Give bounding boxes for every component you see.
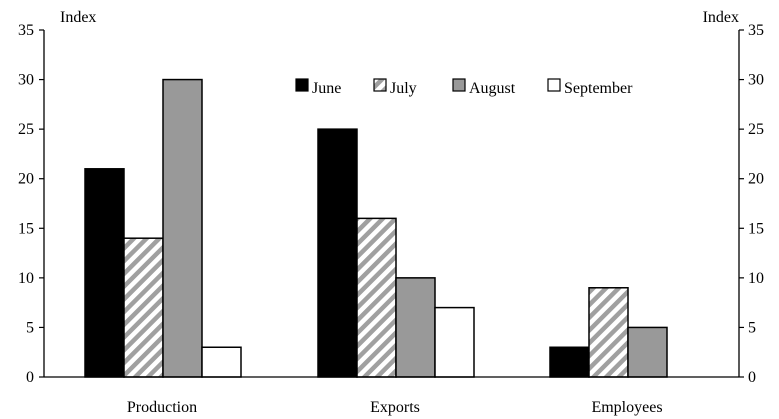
- right-tick-label-30: 30: [748, 72, 764, 89]
- category-label-employees: Employees: [591, 399, 662, 416]
- bar-september-exports: [434, 306, 475, 378]
- left-tick-label-20: 20: [18, 171, 34, 188]
- legend-swatch-july: [373, 78, 387, 92]
- legend-label-september: September: [564, 80, 633, 97]
- bar-august-exports: [395, 277, 436, 378]
- category-label-exports: Exports: [370, 399, 420, 416]
- left-axis-unit-label: Index: [60, 9, 96, 26]
- bar-july-employees: [588, 287, 629, 378]
- bar-june-employees: [549, 346, 590, 378]
- legend-label-july: July: [390, 80, 417, 97]
- right-tick-label-20: 20: [748, 171, 764, 188]
- left-tick-label-35: 35: [18, 22, 34, 39]
- legend-label-august: August: [469, 80, 516, 97]
- bar-june-exports: [317, 128, 358, 378]
- left-tick-label-30: 30: [18, 72, 34, 89]
- legend: June July August September: [295, 78, 633, 97]
- left-tick-label-25: 25: [18, 121, 34, 138]
- right-tick-label-0: 0: [748, 369, 756, 386]
- category-labels-layer: Production Exports Employees: [127, 399, 663, 416]
- left-tick-label-5: 5: [26, 319, 34, 336]
- right-tick-label-15: 15: [748, 220, 764, 237]
- bar-june-production: [84, 168, 125, 378]
- legend-label-june: June: [312, 80, 341, 97]
- category-label-production: Production: [127, 399, 197, 416]
- right-axis-unit-label: Index: [703, 9, 739, 26]
- axes-layer: [43, 30, 740, 378]
- right-tick-label-5: 5: [748, 319, 756, 336]
- bar-july-exports: [356, 217, 397, 378]
- left-tick-label-15: 15: [18, 220, 34, 237]
- legend-swatch-september: [547, 78, 561, 92]
- bar-august-production: [162, 78, 203, 378]
- left-tick-label-10: 10: [18, 270, 34, 287]
- bar-july-production: [123, 237, 164, 378]
- right-tick-label-25: 25: [748, 121, 764, 138]
- bar-september-production: [201, 346, 242, 378]
- bars-layer: [84, 78, 668, 378]
- right-tick-label-35: 35: [748, 22, 764, 39]
- bar-august-employees: [627, 326, 668, 378]
- ticks-layer: 0 0 5 5 10 10 15 15 20 20 25 25 30 30 35 35: [18, 22, 764, 386]
- right-tick-label-10: 10: [748, 270, 764, 287]
- legend-swatch-june: [295, 78, 309, 92]
- legend-swatch-august: [452, 78, 466, 92]
- left-tick-label-0: 0: [26, 369, 34, 386]
